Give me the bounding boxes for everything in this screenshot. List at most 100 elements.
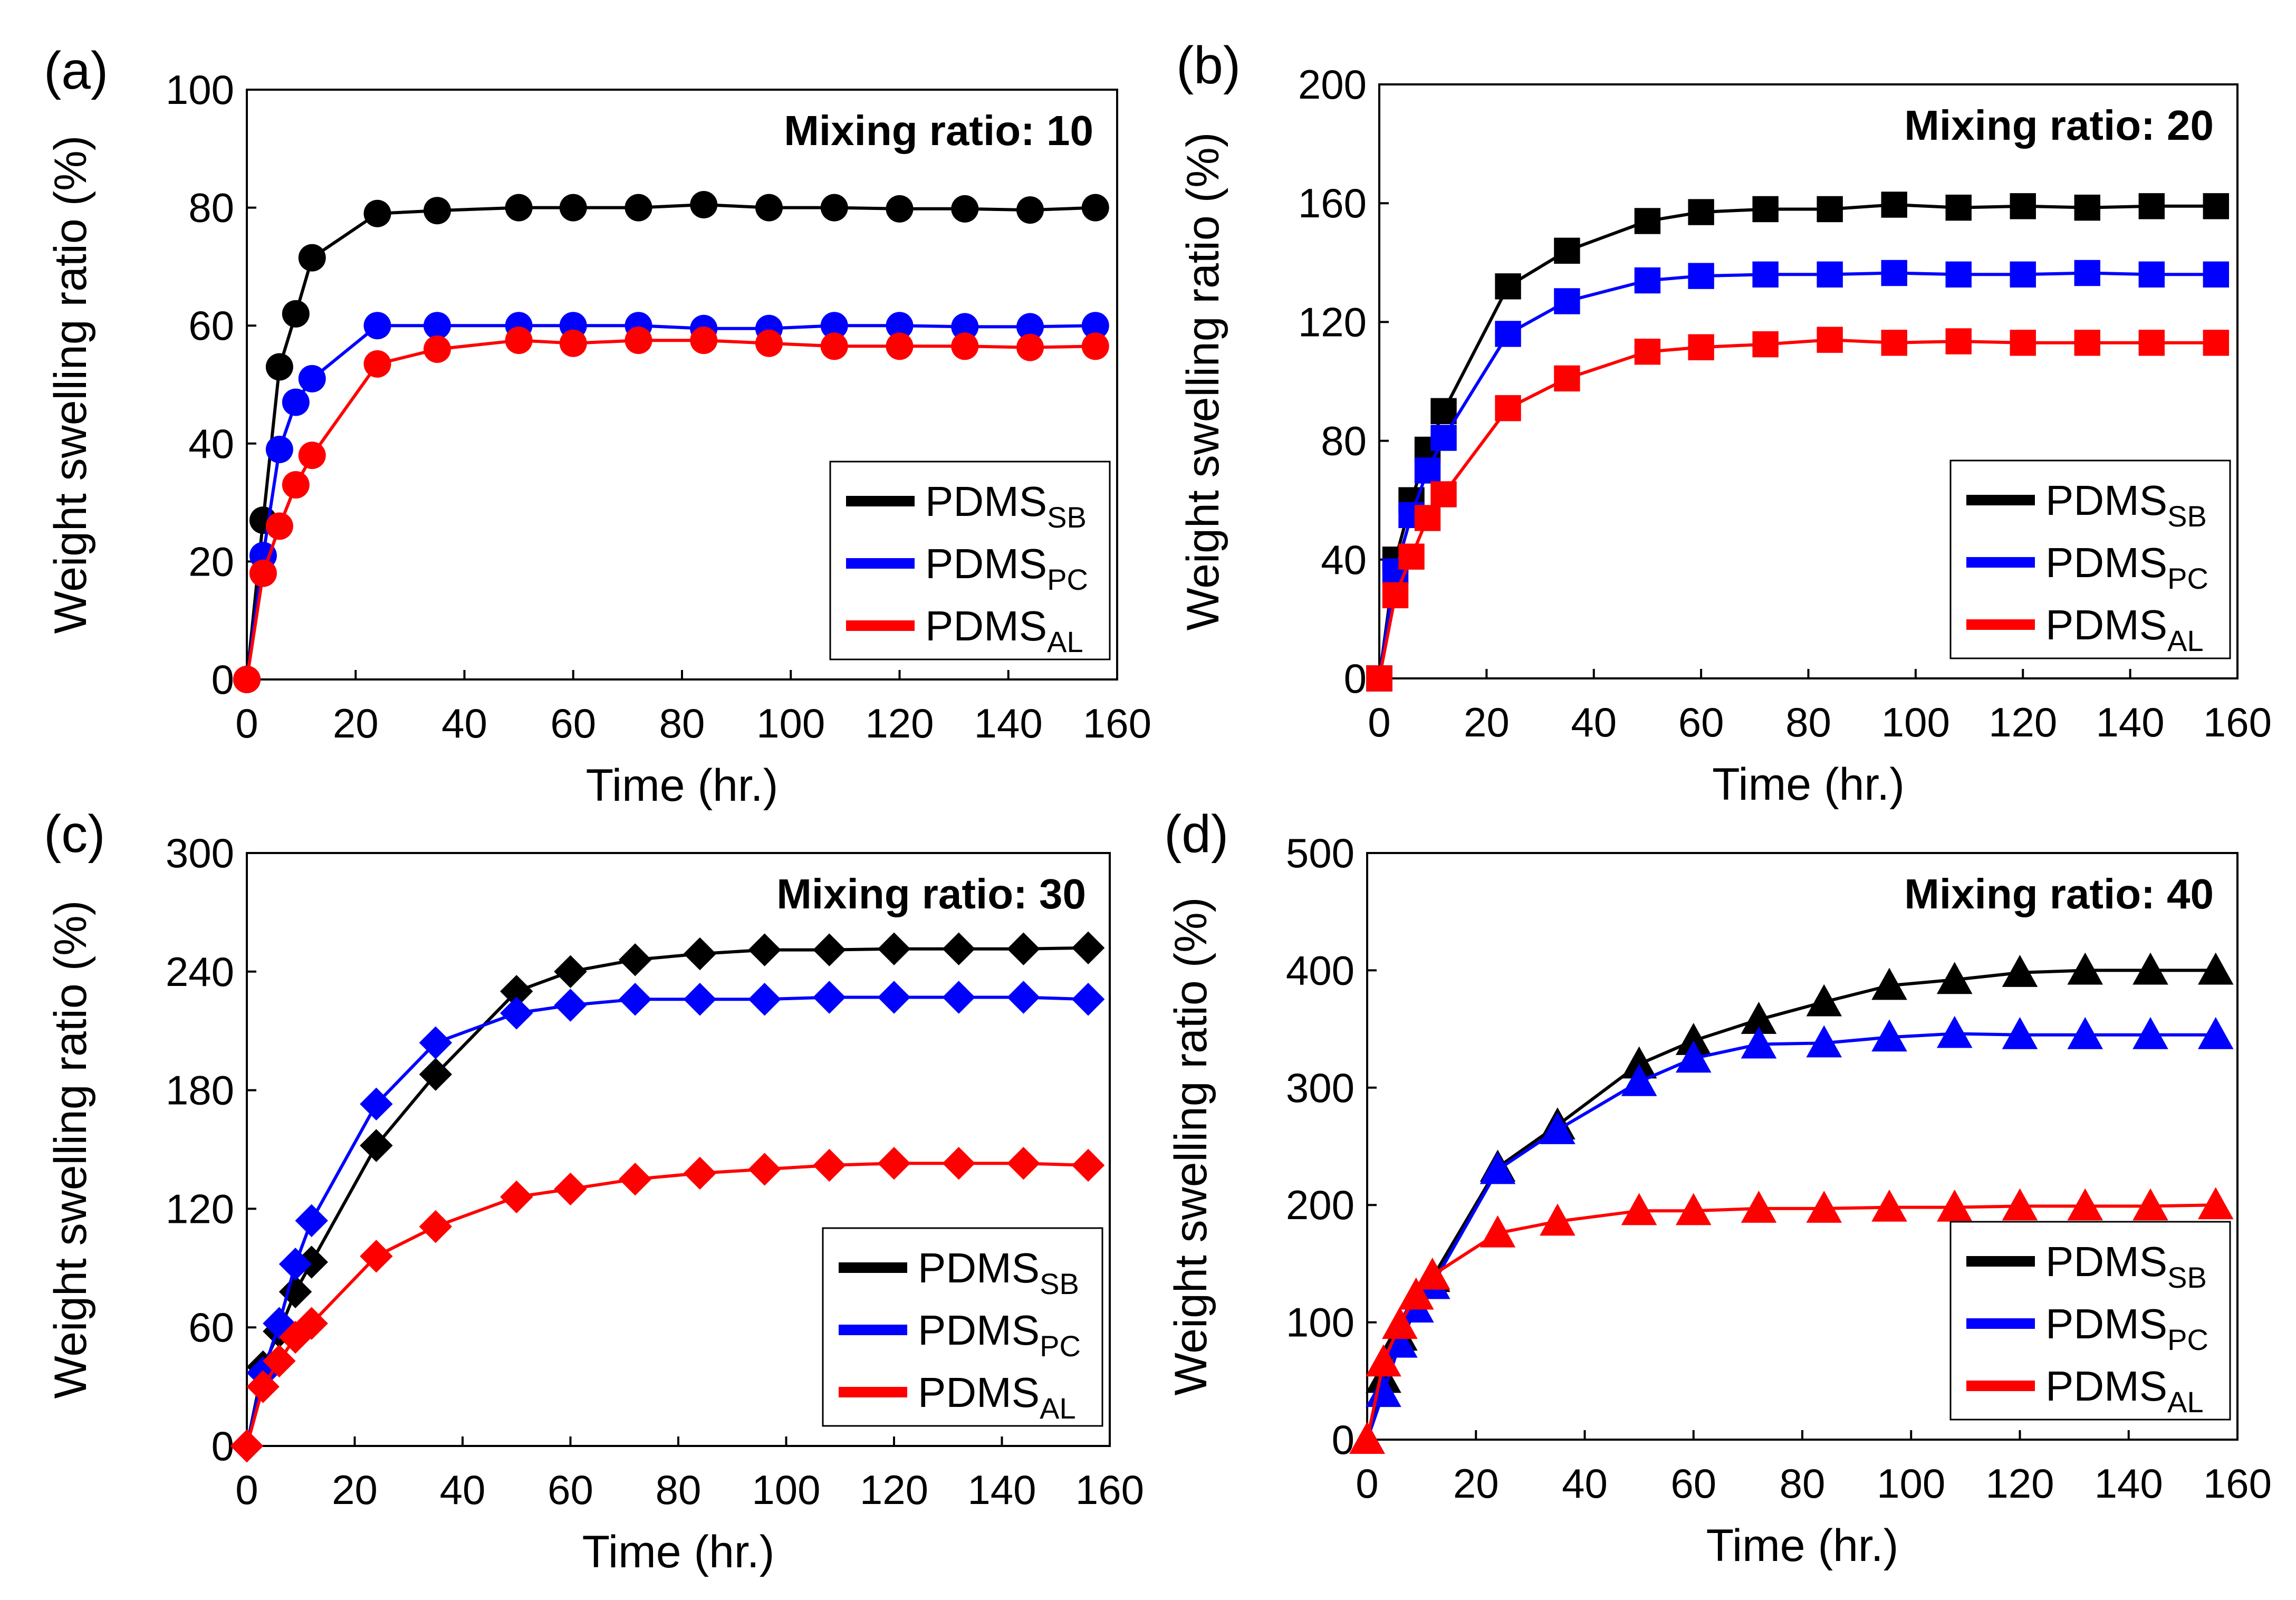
x-tick-label: 60 (550, 700, 596, 746)
y-tick-label: 240 (166, 948, 234, 995)
x-tick-label: 140 (2096, 699, 2165, 745)
y-tick-label: 80 (188, 185, 234, 231)
data-point (1871, 1189, 1907, 1222)
legend-entry: PDMSSB (2045, 477, 2207, 533)
data-point (554, 955, 587, 988)
data-point (1480, 1215, 1516, 1248)
data-point (2197, 952, 2234, 985)
data-point (683, 983, 717, 1016)
data-point (1881, 330, 1907, 356)
series-al (230, 1147, 1105, 1463)
y-tick-label: 160 (1298, 180, 1367, 226)
x-tick-label: 0 (1356, 1460, 1378, 1507)
legend-entry-name: PDMS (2045, 601, 2167, 648)
data-point (1752, 196, 1779, 223)
y-tick-label: 300 (166, 830, 234, 876)
data-point (1936, 1189, 1973, 1222)
data-point (625, 327, 652, 355)
legend-entry: PDMSAL (2045, 601, 2204, 657)
x-tick-label: 0 (235, 1467, 258, 1513)
data-point (951, 313, 979, 341)
x-tick-label: 80 (659, 700, 705, 746)
data-point (877, 1147, 911, 1180)
data-point (755, 194, 783, 222)
data-point (500, 997, 533, 1030)
x-tick-label: 20 (332, 1467, 378, 1513)
data-point (423, 197, 451, 225)
data-point (1366, 665, 1392, 692)
data-point (1621, 1046, 1657, 1079)
panel-label: (c) (44, 804, 105, 864)
data-point (559, 329, 587, 357)
data-point (298, 365, 326, 392)
data-point (1540, 1112, 1576, 1144)
data-point (360, 1087, 393, 1121)
data-point (1945, 261, 1972, 288)
data-point (1871, 1019, 1907, 1052)
data-point (265, 435, 293, 463)
data-point (282, 388, 310, 416)
y-tick-label: 60 (188, 1304, 234, 1350)
x-tick-label: 120 (1985, 1460, 2054, 1507)
x-tick-label: 120 (865, 700, 934, 746)
data-point (2067, 952, 2103, 985)
data-point (230, 1429, 264, 1463)
data-point (1007, 1147, 1040, 1180)
series-pc (230, 981, 1105, 1463)
y-axis-title: Weight swelling ratio (%) (1178, 132, 1228, 631)
legend-entry: PDMSSB (2045, 1238, 2207, 1294)
legend-entry: PDMSPC (2045, 1300, 2208, 1356)
data-point (1621, 1193, 1657, 1225)
data-point (419, 1026, 453, 1059)
data-point (820, 312, 848, 340)
panel-label: (a) (44, 41, 108, 100)
chart-panel: (c) 0 60 120 180 240 300 0 20 40 60 80 100 120 140 160 T… (44, 804, 1144, 1577)
legend-entry-subscript: SB (1040, 1267, 1079, 1300)
y-tick-label: 60 (188, 302, 234, 349)
data-point (1634, 267, 1661, 294)
data-point (748, 983, 781, 1016)
y-axis-title: Weight swelling ratio (%) (1166, 897, 1216, 1396)
data-point (1007, 932, 1040, 965)
data-point (942, 981, 975, 1014)
series-al (1349, 1187, 2234, 1454)
legend-entry-name: PDMS (2045, 1300, 2167, 1347)
data-point (1414, 505, 1441, 531)
legend-entry-name: PDMS (2045, 539, 2167, 586)
x-axis-title: Time (hr.) (1712, 759, 1905, 810)
data-point (265, 512, 293, 540)
y-tick-label: 20 (188, 538, 234, 585)
data-point (1016, 196, 1044, 224)
data-point (1414, 457, 1441, 484)
y-tick-label: 0 (212, 656, 234, 703)
x-axis-title: Time (hr.) (1706, 1520, 1899, 1571)
y-tick-label: 500 (1286, 830, 1354, 876)
legend-entry-subscript: PC (2167, 1323, 2208, 1356)
x-tick-label: 160 (2203, 1460, 2272, 1507)
y-tick-label: 120 (1298, 299, 1367, 345)
x-tick-label: 60 (1670, 1460, 1716, 1507)
x-tick-label: 60 (1678, 699, 1724, 745)
data-point (619, 1163, 652, 1196)
data-point (1817, 196, 1843, 223)
legend-entry-name: PDMS (925, 602, 1047, 649)
legend-entry-name: PDMS (2045, 477, 2167, 524)
data-point (1081, 312, 1109, 340)
x-tick-label: 80 (656, 1467, 702, 1513)
data-point (360, 1240, 393, 1273)
data-point (1430, 398, 1457, 424)
y-tick-label: 400 (1286, 947, 1354, 993)
data-point (1752, 331, 1779, 358)
data-point (246, 1370, 280, 1403)
x-tick-label: 40 (440, 1467, 486, 1513)
x-axis-title: Time (hr.) (586, 760, 779, 811)
data-point (2010, 330, 2036, 356)
data-point (1495, 273, 1521, 300)
data-point (554, 989, 587, 1022)
data-point (363, 199, 391, 227)
mixing-ratio-label: Mixing ratio: 30 (776, 870, 1086, 917)
data-point (625, 194, 652, 222)
data-point (360, 1129, 393, 1162)
legend-entry-subscript: AL (2167, 1385, 2204, 1419)
data-point (1806, 1191, 1842, 1223)
